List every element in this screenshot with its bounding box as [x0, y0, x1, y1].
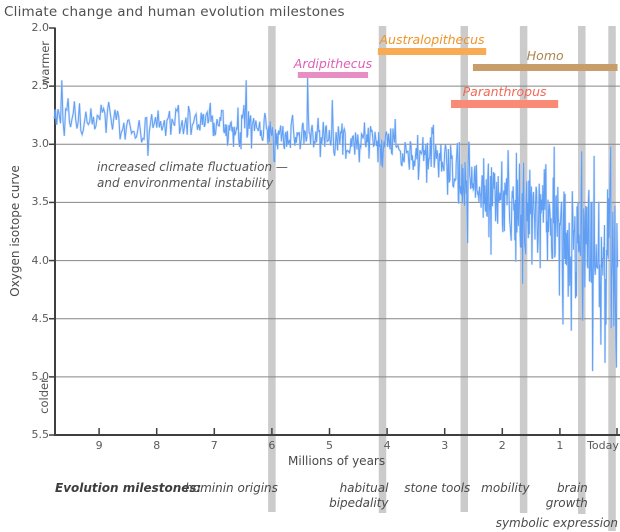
milestone-bar [378, 26, 387, 513]
y-tick-label: 5.0 [31, 369, 50, 383]
milestone-bar [460, 26, 469, 512]
y-tick-label: 5.5 [31, 428, 50, 441]
annotation-line-1: increased climate fluctuation — [97, 160, 288, 174]
y-tick-label: 4.5 [31, 311, 50, 325]
x-tick-label: 8 [153, 439, 161, 452]
y-tick-label: 3.5 [31, 195, 50, 209]
climate-fluctuation-annotation: increased climate fluctuation — and envi… [97, 159, 288, 191]
y-axis-title: Oxygen isotope curve [8, 165, 22, 297]
milestone-label-mobility: mobility [481, 481, 530, 495]
y-tick-label: 2.5 [31, 79, 50, 93]
taxon-label-australopithecus: Australopithecus [379, 32, 485, 47]
taxon-label-ardipithecus: Ardipithecus [293, 56, 373, 71]
x-tick-label: 2 [498, 439, 506, 452]
milestone-label-habitual-bipedality: habitual [339, 481, 389, 495]
taxon-bar-paranthropus [451, 100, 559, 108]
evolution-milestones-label: Evolution milestones: [55, 481, 202, 495]
taxon-bar-australopithecus [377, 48, 487, 55]
milestone-label-hominin-origins: hominin origins [185, 481, 278, 495]
y-axis-colder-label: colder [37, 378, 51, 414]
x-tick-label: 5 [326, 439, 333, 452]
milestone-label-brain-growth: growth [545, 496, 588, 510]
y-tick-label: 2.0 [31, 21, 50, 34]
taxon-bar-ardipithecus [297, 72, 369, 78]
x-axis-title: Millions of years [288, 454, 386, 468]
taxon-label-paranthropus: Paranthropus [462, 84, 547, 99]
x-tick-label: 7 [210, 439, 218, 452]
x-tick-label: 4 [383, 439, 391, 452]
y-tick-label: 4.0 [31, 253, 50, 267]
taxon-label-homo: Homo [526, 48, 564, 63]
milestone-label-symbolic-expression: symbolic expression [495, 516, 618, 530]
milestone-label-brain-growth: brain [556, 481, 588, 495]
milestone-label-habitual-bipedality: bipedality [329, 496, 389, 510]
x-tick-label: 3 [441, 439, 449, 452]
x-tick-label: 1 [556, 439, 564, 452]
isotope-curve [53, 77, 618, 372]
milestone-bar [268, 26, 276, 512]
chart-title: Climate change and human evolution miles… [4, 4, 345, 20]
x-tick-label: Today [587, 439, 619, 452]
milestone-label-stone-tools: stone tools [404, 481, 471, 495]
y-tick-label: 3.0 [31, 137, 50, 151]
x-tick-label: 6 [268, 439, 276, 452]
x-tick-label: 9 [95, 439, 103, 452]
annotation-line-2: and environmental instability [97, 176, 274, 190]
taxon-bar-homo [472, 64, 618, 71]
